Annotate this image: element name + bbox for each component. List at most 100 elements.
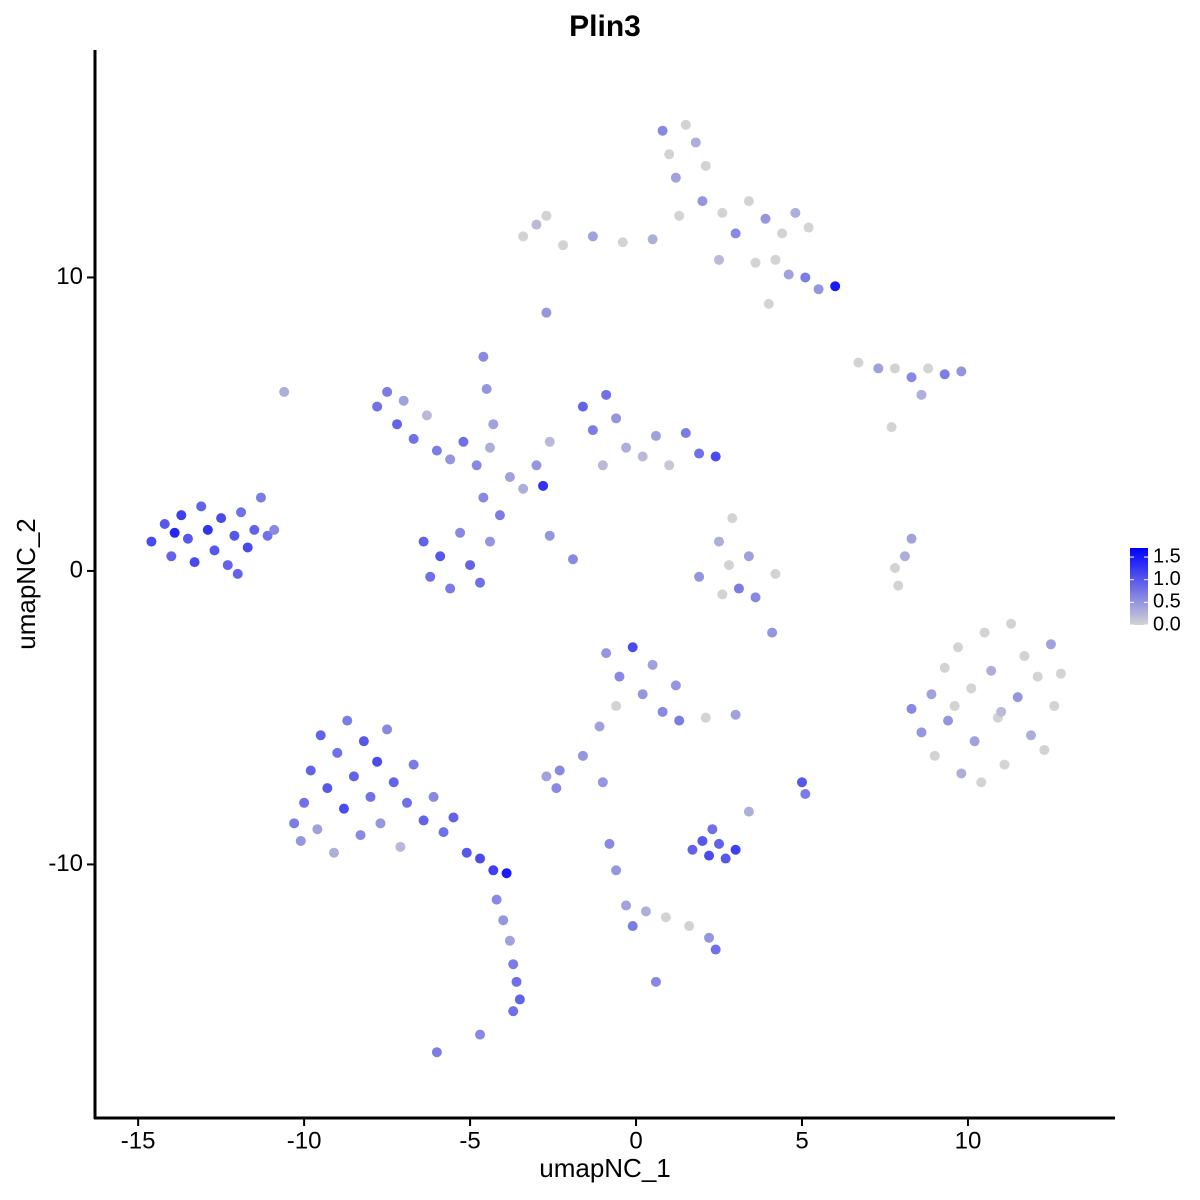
point <box>488 865 499 876</box>
point <box>601 389 612 400</box>
point <box>558 240 569 251</box>
point <box>614 671 625 682</box>
point <box>365 791 376 802</box>
point <box>733 583 744 594</box>
point <box>684 921 695 932</box>
point <box>216 513 227 524</box>
point <box>541 307 552 318</box>
colorbar-tick-label: 0.0 <box>1153 613 1181 635</box>
point <box>760 213 771 224</box>
point <box>544 530 555 541</box>
point <box>471 460 482 471</box>
point <box>577 401 588 412</box>
point <box>710 944 721 955</box>
point <box>714 838 725 849</box>
point <box>621 900 632 911</box>
point <box>382 724 393 735</box>
point <box>1039 744 1050 755</box>
point <box>498 915 509 926</box>
point <box>196 501 207 512</box>
point <box>926 689 937 700</box>
point <box>714 254 725 265</box>
point <box>743 196 754 207</box>
point <box>455 527 466 538</box>
point <box>541 771 552 782</box>
point <box>421 410 432 421</box>
point <box>604 838 615 849</box>
point <box>408 433 419 444</box>
y-axis-label: umapNC_2 <box>11 518 41 650</box>
point <box>1045 639 1056 650</box>
point <box>664 460 675 471</box>
x-tick-label: 10 <box>955 1127 982 1154</box>
point <box>674 210 685 221</box>
point <box>939 369 950 380</box>
point <box>484 536 495 547</box>
point <box>315 730 326 741</box>
point <box>242 542 253 553</box>
point <box>899 551 910 562</box>
point <box>418 815 429 826</box>
point <box>541 210 552 221</box>
point <box>312 824 323 835</box>
point <box>189 557 200 568</box>
point <box>710 451 721 462</box>
point <box>508 959 519 970</box>
point <box>637 689 648 700</box>
point <box>166 551 177 562</box>
point <box>531 219 542 230</box>
point <box>511 976 522 987</box>
point <box>222 560 233 571</box>
x-axis-label: umapNC_1 <box>539 1153 671 1183</box>
point <box>322 783 333 794</box>
point <box>299 797 310 808</box>
point <box>465 560 476 571</box>
point <box>279 386 290 397</box>
point <box>408 759 419 770</box>
point <box>232 568 243 579</box>
y-tick-label: -10 <box>48 850 83 877</box>
point <box>853 357 864 368</box>
point <box>372 401 383 412</box>
point <box>358 736 369 747</box>
point <box>348 771 359 782</box>
x-tick-label: -10 <box>287 1127 322 1154</box>
point <box>800 788 811 799</box>
point <box>1019 651 1030 662</box>
point <box>382 386 393 397</box>
point <box>418 536 429 547</box>
point <box>611 700 622 711</box>
point <box>813 284 824 295</box>
point <box>763 298 774 309</box>
point <box>647 234 658 245</box>
point <box>714 536 725 547</box>
point <box>504 472 515 483</box>
point <box>518 483 529 494</box>
x-tick-label: 5 <box>795 1127 808 1154</box>
point <box>906 372 917 383</box>
point <box>687 844 698 855</box>
point <box>916 727 927 738</box>
point <box>969 736 980 747</box>
point <box>514 994 525 1005</box>
point <box>939 662 950 673</box>
point <box>209 545 220 556</box>
point <box>395 841 406 852</box>
point <box>538 480 549 491</box>
point <box>435 551 446 562</box>
point <box>531 460 542 471</box>
point <box>770 254 781 265</box>
point <box>491 894 502 905</box>
point <box>694 448 705 459</box>
point <box>398 395 409 406</box>
point <box>707 824 718 835</box>
point <box>567 554 578 565</box>
point <box>670 172 681 183</box>
point <box>159 518 170 529</box>
point <box>481 383 492 394</box>
point <box>750 257 761 268</box>
point <box>255 492 266 503</box>
point <box>289 818 300 829</box>
point <box>956 768 967 779</box>
point <box>1026 730 1037 741</box>
